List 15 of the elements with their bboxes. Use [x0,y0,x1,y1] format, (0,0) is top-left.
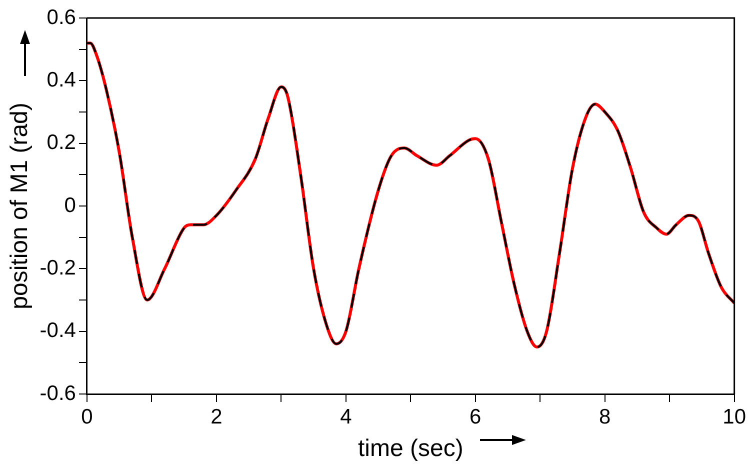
y-tick-label: -0.6 [40,382,76,405]
y-tick-label: 0.2 [46,131,76,154]
x-tick-label: 4 [340,405,352,428]
x-tick-label: 10 [722,405,746,428]
x-tick-label: 0 [81,405,93,428]
x-tick-label: 2 [210,405,222,428]
y-axis-title: position of M1 (rad) [6,102,34,310]
y-tick-label: 0.6 [46,6,76,29]
x-tick-label: 6 [470,405,482,428]
y-tick-label: 0 [64,194,76,217]
y-tick-label: 0.4 [46,68,76,92]
x-tick-label: 8 [599,405,611,428]
y-tick-label: -0.4 [40,319,76,342]
y-tick-label: -0.2 [40,256,76,280]
x-axis-title: time (sec) [358,435,464,462]
